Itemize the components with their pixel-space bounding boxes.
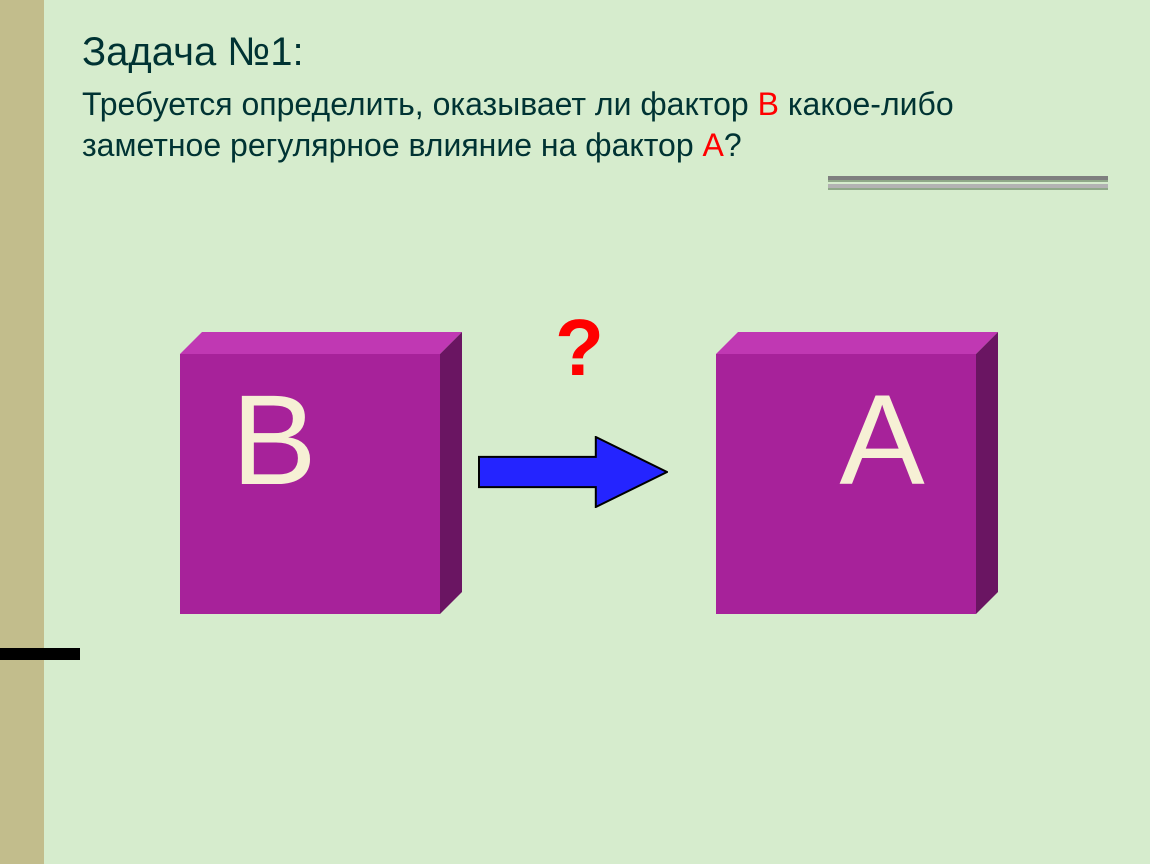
decor-bottom-left-bar bbox=[0, 648, 80, 660]
box-b-front-face: B bbox=[180, 354, 440, 614]
box-b-side-face bbox=[440, 332, 462, 614]
subtitle-letter-a: A bbox=[703, 127, 724, 163]
factor-box-a: A bbox=[716, 332, 998, 614]
box-a-front-face: A bbox=[716, 354, 976, 614]
box-b-top-face bbox=[180, 332, 462, 354]
subtitle-letter-b: B bbox=[758, 86, 779, 122]
subtitle-part3: ? bbox=[724, 127, 742, 163]
arrow-right-icon bbox=[478, 436, 668, 508]
slide-subtitle: Требуется определить, оказывает ли факто… bbox=[82, 84, 1082, 166]
slide: Задача №1: Требуется определить, оказыва… bbox=[0, 0, 1150, 864]
question-mark: ? bbox=[555, 302, 604, 394]
box-a-label: A bbox=[839, 367, 924, 514]
left-stripe bbox=[0, 0, 44, 864]
decor-top-right-bar bbox=[828, 176, 1108, 188]
box-a-side-face bbox=[976, 332, 998, 614]
box-a-top-face bbox=[716, 332, 998, 354]
factor-box-b: B bbox=[180, 332, 462, 614]
box-b-label: B bbox=[231, 367, 316, 514]
subtitle-part1: Требуется определить, оказывает ли факто… bbox=[82, 86, 758, 122]
slide-title: Задача №1: bbox=[82, 30, 304, 75]
